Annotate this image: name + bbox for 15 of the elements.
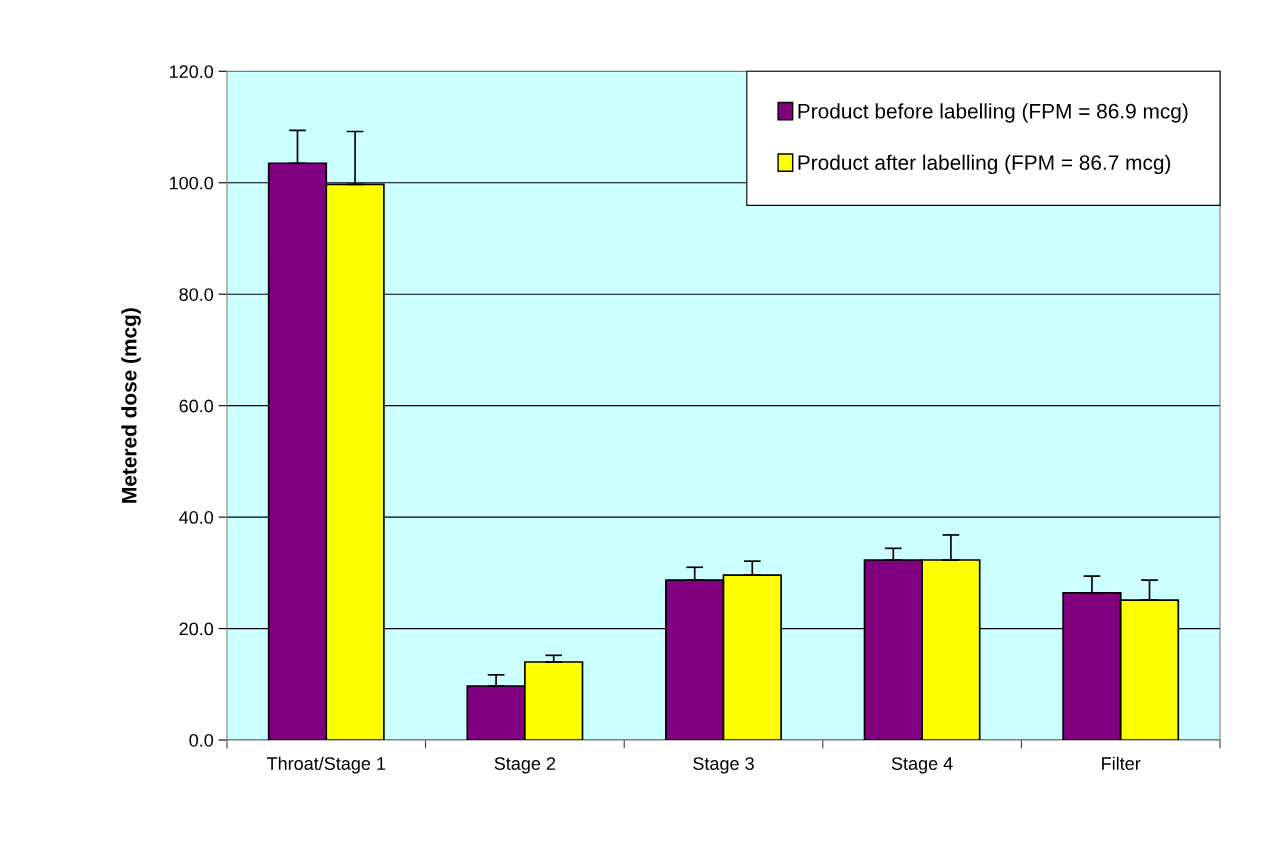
x-tick-label: Stage 2 xyxy=(494,757,556,774)
x-tick-label: Filter xyxy=(1102,756,1141,770)
y-tick-label: 0.0 xyxy=(189,733,214,747)
y-tick-label: 60.0 xyxy=(179,399,214,413)
x-tick-label: Throat/Stage 1 xyxy=(266,756,386,774)
y-tick-label: 100.0 xyxy=(169,176,214,190)
x-tick-label: Stage 3 xyxy=(693,757,754,774)
y-tick-label: 40.0 xyxy=(179,511,214,524)
y-tick-label: 20.0 xyxy=(179,622,214,636)
y-axis-title: Metered dose (mcg) xyxy=(121,308,141,503)
legend-label: Product before labelling (FPM = 86.9 mcg) xyxy=(798,103,1188,123)
legend-label: Product after labelling (FPM = 86.7 mcg) xyxy=(798,154,1171,175)
y-tick-label: 120.0 xyxy=(169,65,214,79)
y-tick-label: 80.0 xyxy=(179,288,214,301)
x-tick-label: Stage 4 xyxy=(891,757,953,774)
